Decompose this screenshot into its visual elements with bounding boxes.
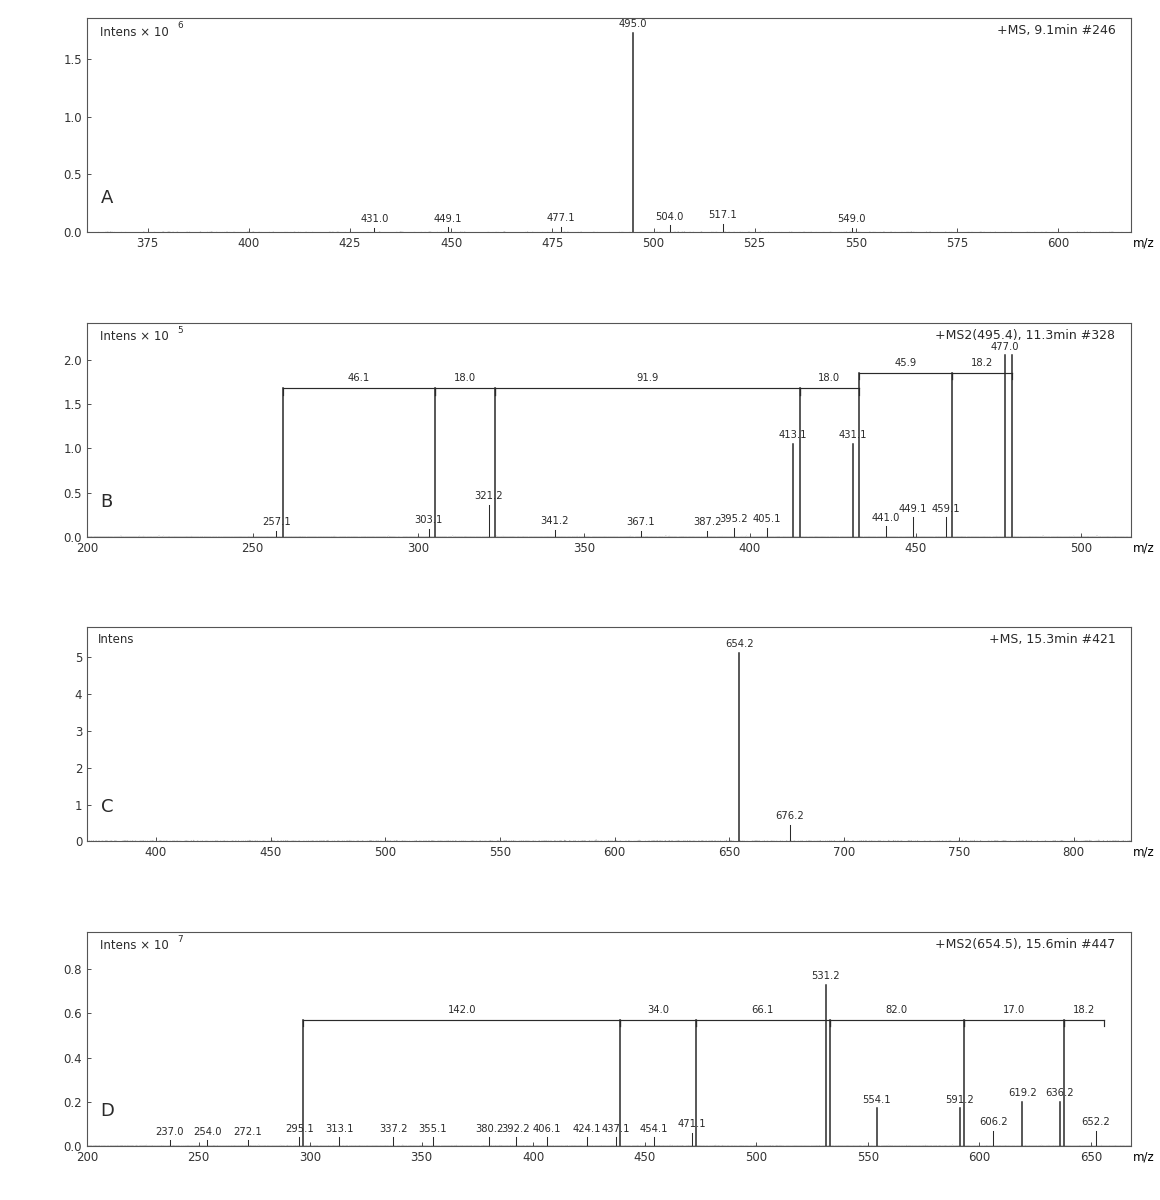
Text: 406.1: 406.1 <box>532 1123 561 1134</box>
Text: 554.1: 554.1 <box>863 1094 891 1105</box>
Text: 355.1: 355.1 <box>419 1123 448 1134</box>
Text: 142.0: 142.0 <box>448 1006 476 1015</box>
Text: 18.2: 18.2 <box>1073 1006 1095 1015</box>
Text: 272.1: 272.1 <box>233 1127 262 1136</box>
Text: 619.2: 619.2 <box>1008 1088 1037 1098</box>
Text: 395.2: 395.2 <box>719 515 748 524</box>
Text: 654.2: 654.2 <box>725 640 753 649</box>
Text: Intens × 10: Intens × 10 <box>100 330 168 343</box>
Text: 652.2: 652.2 <box>1081 1117 1110 1127</box>
Text: 405.1: 405.1 <box>753 515 781 524</box>
Text: 413.1: 413.1 <box>780 431 807 440</box>
Text: 454.1: 454.1 <box>639 1123 668 1134</box>
Text: 18.0: 18.0 <box>818 373 841 383</box>
Text: 367.1: 367.1 <box>626 517 655 527</box>
Text: +MS, 15.3min #421: +MS, 15.3min #421 <box>988 634 1115 647</box>
Text: Intens: Intens <box>97 634 133 647</box>
Text: A: A <box>101 188 113 206</box>
Text: D: D <box>101 1103 115 1121</box>
Text: B: B <box>101 493 113 511</box>
Text: 504.0: 504.0 <box>655 211 684 222</box>
Text: 46.1: 46.1 <box>348 373 370 383</box>
Text: +MS, 9.1min #246: +MS, 9.1min #246 <box>996 24 1115 37</box>
Text: +MS2(495.4), 11.3min #328: +MS2(495.4), 11.3min #328 <box>935 329 1115 342</box>
Text: 477.0: 477.0 <box>991 342 1020 352</box>
Text: 606.2: 606.2 <box>979 1117 1007 1127</box>
Text: 495.0: 495.0 <box>619 19 647 30</box>
Text: m/z: m/z <box>1133 236 1155 250</box>
Text: 34.0: 34.0 <box>647 1006 669 1015</box>
Text: m/z: m/z <box>1133 1151 1155 1163</box>
Text: 18.2: 18.2 <box>971 359 993 368</box>
Text: 341.2: 341.2 <box>541 516 570 527</box>
Text: 237.0: 237.0 <box>155 1127 183 1136</box>
Text: 517.1: 517.1 <box>709 210 737 220</box>
Text: 477.1: 477.1 <box>546 214 575 223</box>
Text: 424.1: 424.1 <box>573 1123 601 1134</box>
Text: 82.0: 82.0 <box>886 1006 908 1015</box>
Text: 303.1: 303.1 <box>414 515 443 526</box>
Text: 254.0: 254.0 <box>194 1127 222 1136</box>
Text: 380.2: 380.2 <box>474 1123 503 1134</box>
Text: 337.2: 337.2 <box>379 1123 407 1134</box>
Text: 17.0: 17.0 <box>1002 1006 1025 1015</box>
Text: 45.9: 45.9 <box>894 359 916 368</box>
Text: 295.1: 295.1 <box>284 1123 313 1134</box>
Text: 531.2: 531.2 <box>812 971 840 980</box>
Text: 449.1: 449.1 <box>898 504 927 514</box>
Text: m/z: m/z <box>1133 541 1155 554</box>
Text: Intens × 10: Intens × 10 <box>100 25 168 38</box>
Text: 313.1: 313.1 <box>325 1123 354 1134</box>
Text: +MS2(654.5), 15.6min #447: +MS2(654.5), 15.6min #447 <box>935 938 1115 950</box>
Text: 459.1: 459.1 <box>931 504 960 514</box>
Text: 66.1: 66.1 <box>752 1006 774 1015</box>
Text: 387.2: 387.2 <box>694 517 722 527</box>
Text: Intens × 10: Intens × 10 <box>100 940 168 952</box>
Text: 257.1: 257.1 <box>262 517 291 527</box>
Text: 549.0: 549.0 <box>838 214 867 224</box>
Text: 431.1: 431.1 <box>839 431 868 440</box>
Text: 6: 6 <box>177 22 183 30</box>
Text: 392.2: 392.2 <box>501 1123 530 1134</box>
Text: 5: 5 <box>177 325 183 335</box>
Text: 449.1: 449.1 <box>434 214 462 223</box>
Text: m/z: m/z <box>1133 846 1155 859</box>
Text: 636.2: 636.2 <box>1046 1088 1074 1098</box>
Text: 18.0: 18.0 <box>454 373 476 383</box>
Text: 676.2: 676.2 <box>775 811 804 821</box>
Text: 591.2: 591.2 <box>945 1094 974 1105</box>
Text: 321.2: 321.2 <box>474 492 503 502</box>
Text: 7: 7 <box>177 935 183 943</box>
Text: 91.9: 91.9 <box>636 373 659 383</box>
Text: C: C <box>101 798 113 816</box>
Text: 441.0: 441.0 <box>871 512 900 523</box>
Text: 431.0: 431.0 <box>360 214 389 224</box>
Text: 437.1: 437.1 <box>602 1123 630 1134</box>
Text: 471.1: 471.1 <box>677 1120 706 1129</box>
